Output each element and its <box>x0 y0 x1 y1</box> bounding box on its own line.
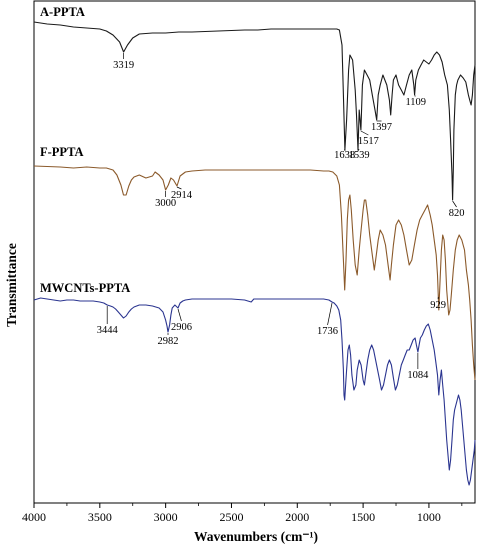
x-tick-label-1000: 1000 <box>417 510 441 524</box>
series-layer <box>33 21 476 486</box>
series-line-f-ppta <box>33 165 476 381</box>
series-name-a-ppta: A-PPTA <box>40 5 85 19</box>
x-tick-label-4000: 4000 <box>22 510 46 524</box>
peak-label-929: 929 <box>430 300 446 311</box>
peak-leader-1517 <box>360 130 369 136</box>
series-name-f-ppta: F-PPTA <box>40 145 84 159</box>
peak-leader-2914 <box>176 186 182 190</box>
x-tick-label-1500: 1500 <box>351 510 375 524</box>
peak-leader-2906 <box>177 308 182 322</box>
x-axis-title: Wavenumbers (cm⁻¹) <box>194 529 318 544</box>
peak-label-2914: 2914 <box>171 190 193 201</box>
peak-label-1736: 1736 <box>317 326 338 337</box>
y-axis-title: Transmittance <box>4 243 19 327</box>
peak-label-1109: 1109 <box>405 97 426 108</box>
plot-frame <box>33 0 476 504</box>
peak-label-2906: 2906 <box>171 322 192 333</box>
peak-leader-1736 <box>327 302 333 326</box>
peak-label-2982: 2982 <box>158 336 179 347</box>
series-line-mwcnts-ppta <box>33 297 476 486</box>
peak-label-3444: 3444 <box>97 325 119 336</box>
peak-label-3000: 3000 <box>155 198 176 209</box>
peak-label-1517: 1517 <box>358 136 379 147</box>
peak-leader-820 <box>452 200 457 208</box>
peak-label-820: 820 <box>449 208 465 219</box>
series-name-mwcnts-ppta: MWCNTs-PPTA <box>40 281 130 295</box>
peak-label-1638: 1638 <box>334 150 355 161</box>
series-line-a-ppta <box>33 21 476 201</box>
peak-label-1397: 1397 <box>371 122 392 133</box>
peak-leader-1539 <box>357 148 360 152</box>
peak-label-3319: 3319 <box>113 60 134 71</box>
x-tick-label-3000: 3000 <box>154 510 178 524</box>
peak-label-1539: 1539 <box>349 150 370 161</box>
peak-label-1084: 1084 <box>407 370 429 381</box>
x-tick-label-3500: 3500 <box>88 510 112 524</box>
x-axis: 4000 3500 3000 2500 2000 1500 1000 <box>22 503 463 524</box>
x-tick-label-2000: 2000 <box>285 510 309 524</box>
x-tick-label-2500: 2500 <box>219 510 243 524</box>
